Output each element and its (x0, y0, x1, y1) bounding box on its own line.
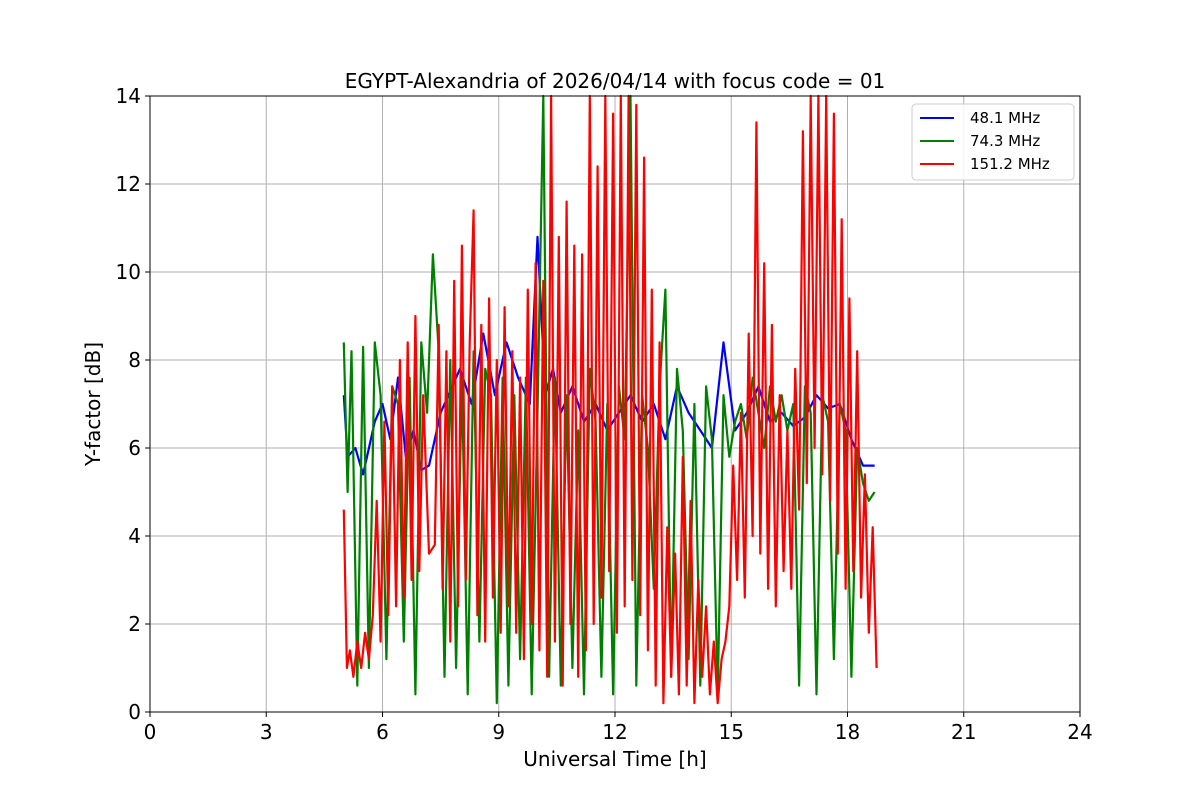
y-tick-label: 12 (116, 172, 141, 196)
x-tick-label: 12 (602, 720, 627, 744)
x-tick-label: 21 (951, 720, 976, 744)
x-tick-label: 6 (376, 720, 389, 744)
legend-box (911, 103, 1075, 181)
legend-label: 48.1 MHz (970, 109, 1040, 127)
series-layer (342, 94, 878, 705)
x-axis-label: Universal Time [h] (523, 747, 706, 771)
y-tick-label: 14 (116, 84, 141, 108)
y-tick-label: 2 (128, 612, 141, 636)
legend-label: 151.2 MHz (970, 155, 1050, 173)
legend-label: 74.3 MHz (970, 132, 1040, 150)
series-line-3 (342, 94, 878, 705)
chart-title: EGYPT-Alexandria of 2026/04/14 with focu… (345, 69, 886, 93)
y-tick-label: 10 (116, 260, 141, 284)
x-tick-label: 18 (835, 720, 860, 744)
x-tick-label: 15 (719, 720, 744, 744)
x-tick-label: 3 (260, 720, 273, 744)
y-tick-label: 4 (128, 524, 141, 548)
x-tick-label: 24 (1067, 720, 1092, 744)
x-tick-label: 0 (144, 720, 157, 744)
y-tick-label: 0 (128, 700, 141, 724)
y-tick-label: 6 (128, 436, 141, 460)
x-tick-label: 9 (492, 720, 505, 744)
y-axis-label: Y-factor [dB] (81, 342, 105, 467)
y-tick-label: 8 (128, 348, 141, 372)
legend: 48.1 MHz 74.3 MHz 151.2 MHz (911, 103, 1075, 181)
